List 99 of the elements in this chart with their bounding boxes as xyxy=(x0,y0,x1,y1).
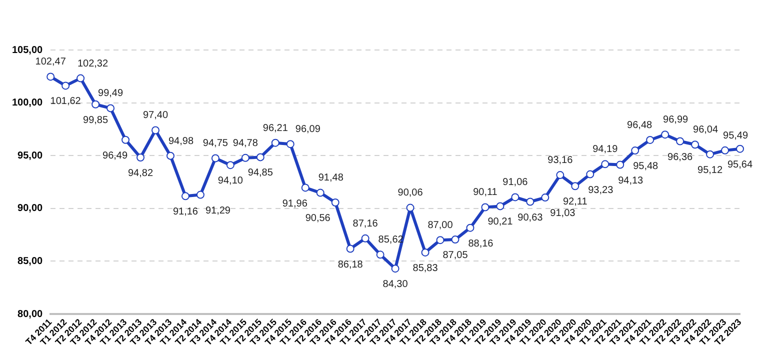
point xyxy=(211,154,220,162)
y-tick-label: 105,00 xyxy=(12,44,44,56)
data-label: 87,05 xyxy=(442,250,468,262)
data-label: 96,04 xyxy=(693,124,718,136)
point xyxy=(706,150,714,158)
data-label: 94,98 xyxy=(168,136,194,147)
data-label: 96,36 xyxy=(668,152,693,163)
point xyxy=(301,184,310,192)
data-label: 87,16 xyxy=(352,218,378,230)
point xyxy=(691,140,700,149)
point xyxy=(361,234,370,242)
data-label: 86,18 xyxy=(338,259,364,270)
point xyxy=(181,192,190,200)
point xyxy=(271,138,280,147)
data-label: 96,49 xyxy=(102,150,128,162)
data-label: 90,11 xyxy=(473,187,498,198)
point xyxy=(241,154,250,162)
point xyxy=(571,182,580,190)
data-label: 96,48 xyxy=(627,120,653,131)
y-tick-label: 80,00 xyxy=(18,308,44,320)
data-label: 99,85 xyxy=(83,114,108,126)
point xyxy=(421,248,430,256)
point xyxy=(46,72,55,81)
data-label: 94,78 xyxy=(232,138,258,149)
y-tick-label: 95,00 xyxy=(18,150,44,162)
data-label: 96,09 xyxy=(295,124,321,136)
point xyxy=(451,236,460,244)
point xyxy=(541,194,550,202)
point xyxy=(166,152,174,160)
point xyxy=(106,104,115,112)
data-label: 93,23 xyxy=(588,184,614,196)
data-label: 102,32 xyxy=(77,58,108,70)
point xyxy=(196,190,204,199)
point xyxy=(721,146,730,154)
point xyxy=(256,153,264,162)
point xyxy=(646,136,654,144)
data-label: 95,48 xyxy=(633,161,659,172)
data-label: 91,06 xyxy=(502,177,528,188)
point xyxy=(62,82,70,90)
data-label: 94,10 xyxy=(218,176,244,187)
point xyxy=(331,198,340,206)
data-label: 102,47 xyxy=(35,56,66,68)
point xyxy=(616,160,624,169)
data-label: 97,40 xyxy=(142,110,168,122)
point xyxy=(661,130,670,139)
data-label: 91,16 xyxy=(172,206,198,218)
y-tick-label: 85,00 xyxy=(18,256,44,267)
point xyxy=(466,224,474,232)
data-label: 92,11 xyxy=(563,196,588,208)
y-tick-label: 100,00 xyxy=(12,98,44,109)
data-label: 94,75 xyxy=(202,138,228,150)
point xyxy=(391,264,400,273)
point xyxy=(601,160,610,168)
point xyxy=(226,161,234,170)
point xyxy=(556,171,564,180)
data-label: 93,16 xyxy=(548,154,574,166)
data-label: 95,49 xyxy=(723,130,748,142)
data-label: 94,82 xyxy=(128,168,154,180)
data-label: 90,21 xyxy=(488,216,514,228)
data-label: 85,83 xyxy=(412,262,438,274)
data-label: 91,29 xyxy=(205,205,231,216)
point xyxy=(346,244,354,253)
point xyxy=(151,126,160,134)
data-label: 94,13 xyxy=(618,175,644,186)
data-label: 95,64 xyxy=(727,159,753,170)
point xyxy=(631,146,640,155)
data-label: 96,21 xyxy=(262,122,288,134)
data-label: 91,03 xyxy=(550,208,576,220)
data-label: 88,16 xyxy=(468,238,494,250)
data-label: 101,62 xyxy=(50,96,82,108)
data-label: 90,63 xyxy=(518,212,544,224)
data-label: 87,00 xyxy=(428,220,454,232)
point xyxy=(526,198,534,206)
point xyxy=(586,170,594,178)
data-label: 84,30 xyxy=(382,279,408,290)
y-tick-label: 90,00 xyxy=(18,203,44,214)
point xyxy=(406,204,414,212)
point xyxy=(316,188,324,197)
point xyxy=(286,140,294,148)
data-label: 94,85 xyxy=(248,168,274,179)
point xyxy=(122,136,130,144)
data-label: 99,49 xyxy=(98,88,124,100)
data-label: 94,19 xyxy=(592,144,618,156)
point xyxy=(76,74,85,82)
point xyxy=(376,250,384,259)
point xyxy=(676,137,684,146)
point xyxy=(496,202,504,210)
point xyxy=(436,236,444,244)
data-label: 95,12 xyxy=(698,164,723,176)
data-label: 96,99 xyxy=(663,114,689,126)
point xyxy=(511,193,520,202)
data-label: 90,06 xyxy=(398,188,424,199)
point xyxy=(92,100,100,108)
point xyxy=(736,144,744,153)
data-label: 91,48 xyxy=(318,172,344,184)
data-label: 90,56 xyxy=(305,213,331,224)
point xyxy=(481,203,490,212)
data-label: 91,96 xyxy=(282,198,308,210)
point xyxy=(136,154,145,162)
